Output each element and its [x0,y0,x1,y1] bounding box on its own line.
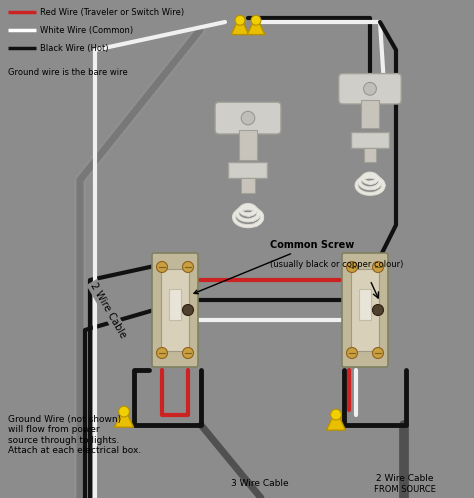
Text: Red Wire (Traveler or Switch Wire): Red Wire (Traveler or Switch Wire) [40,7,184,16]
Circle shape [182,348,193,359]
Bar [359,289,371,320]
Text: White Wire (Common): White Wire (Common) [40,25,133,34]
Bar [351,132,389,148]
Polygon shape [247,16,265,34]
Bar [228,162,267,178]
Text: Ground wire is the bare wire: Ground wire is the bare wire [8,68,128,77]
Text: (usually black or copper colour): (usually black or copper colour) [270,260,403,269]
Circle shape [346,348,357,359]
Circle shape [241,111,255,125]
Circle shape [364,82,376,95]
Bar [351,269,379,351]
Circle shape [251,15,261,25]
Bar [364,148,376,162]
Polygon shape [114,407,134,427]
Circle shape [373,261,383,272]
Bar [238,130,257,160]
Text: FROM SOURCE: FROM SOURCE [374,485,436,494]
Polygon shape [327,410,346,430]
FancyBboxPatch shape [215,102,281,134]
Circle shape [373,304,383,316]
FancyBboxPatch shape [152,253,198,367]
Bar [241,178,255,193]
Circle shape [182,261,193,272]
Circle shape [156,261,167,272]
Bar [161,269,189,351]
Bar [361,100,379,128]
Text: 2 Wire Cable: 2 Wire Cable [376,474,434,483]
Circle shape [182,304,193,316]
Text: 2 Wire Cable: 2 Wire Cable [88,280,128,340]
Circle shape [346,261,357,272]
Circle shape [156,348,167,359]
Bar [169,289,181,320]
Circle shape [118,406,129,417]
Circle shape [235,15,245,25]
Text: Ground Wire (not shown)
will flow from power
source through to lights.
Attach at: Ground Wire (not shown) will flow from p… [8,415,141,455]
Circle shape [373,348,383,359]
FancyBboxPatch shape [342,253,388,367]
Text: Black Wire (Hot): Black Wire (Hot) [40,43,109,52]
Text: Common Screw: Common Screw [194,240,354,294]
Circle shape [330,409,341,420]
Text: 3 Wire Cable: 3 Wire Cable [231,479,289,488]
FancyBboxPatch shape [339,74,401,104]
Polygon shape [231,16,249,34]
